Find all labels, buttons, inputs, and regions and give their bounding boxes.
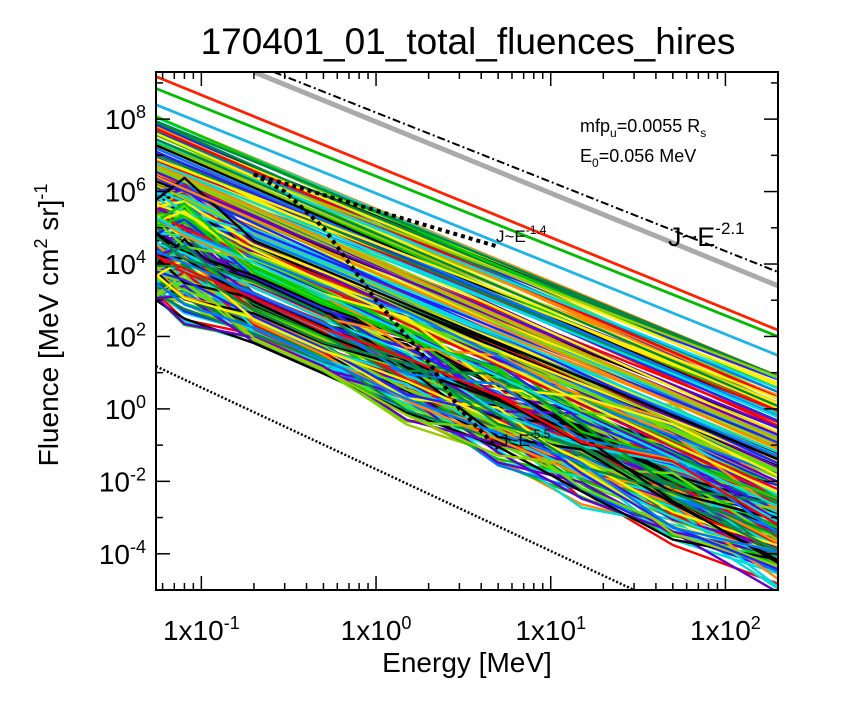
annotation-slope-c-text: J~E [500,431,530,450]
annotation-slope-b-exp: -2.1 [715,219,744,238]
series-line [156,185,778,444]
plot-frame [155,71,779,591]
series-line [156,184,778,471]
y-axis-label: Fluence [MeV cm2 sr]-1 [31,184,64,467]
x-tick-label: 1x100 [341,613,412,646]
annotation-slope-a: J~E-1.4 [496,223,547,246]
x-tick-label: 1x102 [690,613,761,646]
y-axis-label-mid: sr] [33,200,64,239]
series-line [156,270,778,571]
reference-line-spectrum-dotted-power [253,172,499,249]
annotation-slope-a-text: J~E [496,227,526,246]
series-line [156,217,778,476]
series-line [156,264,778,537]
annotation-mfp-post: =0.0055 R [617,116,701,136]
reference-line-black-dashdot [273,72,778,273]
series-line [156,138,778,379]
series-line [156,281,778,554]
x-axis-label: Energy [MeV] [382,647,552,678]
series-line [156,175,778,451]
series-line [156,256,778,522]
reference-line-spectrum-dotted-steep [252,172,500,450]
series-line-highlight [156,103,778,357]
series-line [156,210,778,477]
series-line [156,157,778,400]
chart-title: 170401_01_total_fluences_hires [201,21,736,62]
series-line [156,138,778,408]
annotation-slope-c-exp: -5.5 [530,427,551,441]
y-tick-label: 102 [105,319,146,352]
series-line [156,190,778,454]
x-axis: 1x10-1 1x100 1x101 1x102 [161,72,779,646]
y-tick-label: 104 [105,247,146,280]
annotation-slope-b-text: J~E [668,222,715,252]
annotation-e0-pre: E [580,146,592,166]
series-line-highlight [156,87,778,338]
x-tick-label: 1x10-1 [163,613,240,646]
series-line [156,127,778,399]
y-axis-label-sup2: -1 [31,184,51,200]
series-line [156,153,778,419]
y-axis: 10-4 10-2 100 102 104 106 108 [99,82,778,591]
series-line [156,254,778,527]
annotation-slope-b: J~E-2.1 [668,219,745,252]
reference-lines [156,72,778,590]
y-axis-label-sup1: 2 [31,239,51,249]
series-line-highlight [156,75,778,332]
y-tick-label: 100 [105,392,146,425]
y-tick-label: 10-2 [99,464,146,497]
annotation-slope-a-exp: -1.4 [526,223,547,237]
x-tick-label: 1x101 [515,613,586,646]
series-line [156,120,778,378]
series-line [156,250,778,535]
reference-line-gray [252,72,778,289]
series-line [156,165,778,442]
series-line [156,211,778,504]
series-line [156,299,778,561]
series-bundle [156,75,778,590]
annotation-mfp-sub: u [610,126,617,140]
series-line [156,286,778,560]
annotation-mfp-pre: mfp [580,116,610,136]
series-line [156,235,778,506]
annotation-e0-post: =0.056 MeV [599,146,697,166]
y-axis-label-main: Fluence [MeV cm [33,249,64,467]
y-tick-label: 10-4 [99,537,146,570]
annotation-mfp: mfpu=0.0055 Rs [580,116,706,140]
series-line [156,216,778,508]
series-line [156,217,778,512]
series-line [156,161,778,419]
annotation-e0: E0=0.056 MeV [580,146,696,170]
y-tick-label: 106 [105,175,146,208]
series-line [156,273,778,568]
y-tick-label: 108 [105,102,146,135]
series-line [156,163,778,440]
annotation-mfp-sub2: s [700,126,706,140]
annotation-e0-sub: 0 [592,156,599,170]
annotation-slope-c: J~E-5.5 [500,427,551,450]
series-line [156,188,778,438]
